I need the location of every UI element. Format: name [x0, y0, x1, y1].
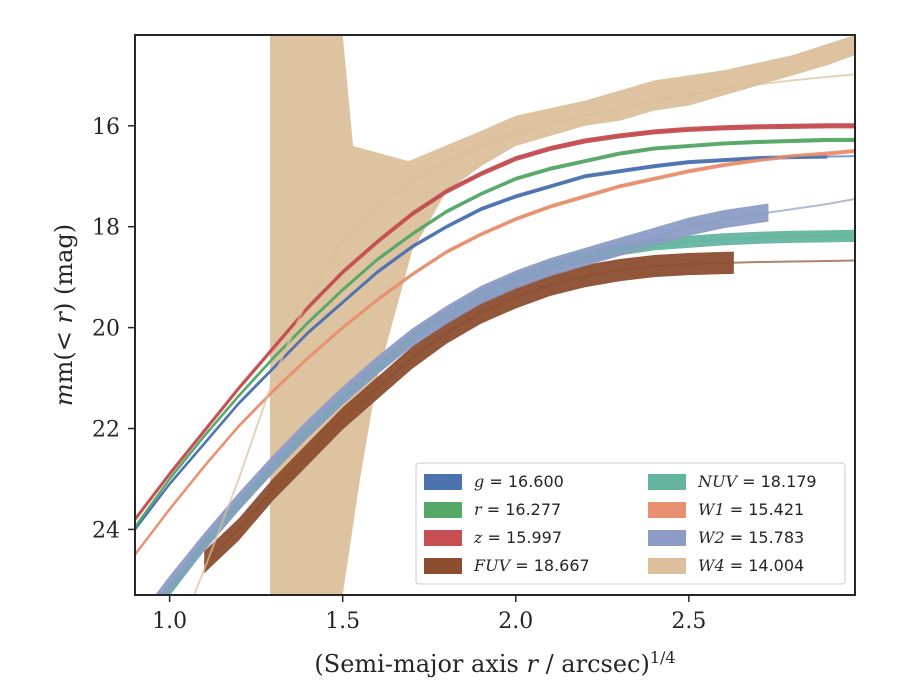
y-tick-label-4: 24: [92, 518, 120, 543]
x-axis-label: (Semi-major axis r / arcsec)1/4: [314, 648, 675, 678]
y-tick-label-1: 18: [92, 216, 120, 241]
legend-label-r: r = 16.277: [474, 500, 561, 519]
legend-swatch-fuv: [424, 558, 462, 574]
line-fuv: [203, 259, 855, 563]
y-tick-label-3: 22: [92, 418, 120, 443]
legend-label-nuv: NUV = 18.179: [697, 472, 817, 491]
y-axis: 16 18 20 22 24: [92, 115, 135, 543]
legend-swatch-nuv: [648, 474, 686, 490]
x-tick-label-0: 1.0: [152, 609, 187, 634]
legend-label-w4: W4 = 14.004: [698, 556, 804, 575]
line-w4: [192, 73, 855, 595]
error-bands: [135, 35, 855, 595]
y-tick-label-2: 20: [92, 317, 120, 342]
legend-swatch-z: [424, 530, 462, 546]
line-w1: [135, 150, 855, 556]
line-g: [135, 155, 855, 531]
legend-label-w2: W2 = 15.783: [698, 528, 804, 547]
band-w4: [270, 35, 855, 595]
legend-swatch-g: [424, 474, 462, 490]
band-z: [135, 123, 855, 522]
legend-swatch-w4: [648, 558, 686, 574]
x-axis: 1.0 1.5 2.0 2.5: [152, 595, 706, 634]
y-axis-label: mm(< r) (mag): [50, 224, 78, 406]
legend-label-g: g = 16.600: [474, 472, 564, 491]
x-tick-label-3: 2.5: [671, 609, 706, 634]
legend-label-fuv: FUV = 18.667: [473, 556, 590, 575]
series-lines: [135, 73, 855, 595]
line-z: [135, 124, 855, 520]
line-r: [135, 138, 855, 528]
plot-frame: [134, 34, 856, 596]
legend-frame: [415, 462, 846, 585]
y-tick-label-0: 16: [92, 115, 120, 140]
x-tick-label-2: 2.0: [498, 609, 533, 634]
legend-swatch-r: [424, 502, 462, 518]
legend-swatch-w1: [648, 502, 686, 518]
legend-label-w1: W1 = 15.421: [698, 500, 804, 519]
line-w2: [160, 198, 855, 595]
legend-label-z: z = 15.997: [473, 528, 562, 547]
legend: g = 16.600 r = 16.277 z = 15.997 FUV = 18.6…: [415, 462, 846, 585]
legend-swatch-w2: [648, 530, 686, 546]
band-fuv: [204, 251, 734, 574]
x-tick-label-1: 1.5: [325, 609, 360, 634]
